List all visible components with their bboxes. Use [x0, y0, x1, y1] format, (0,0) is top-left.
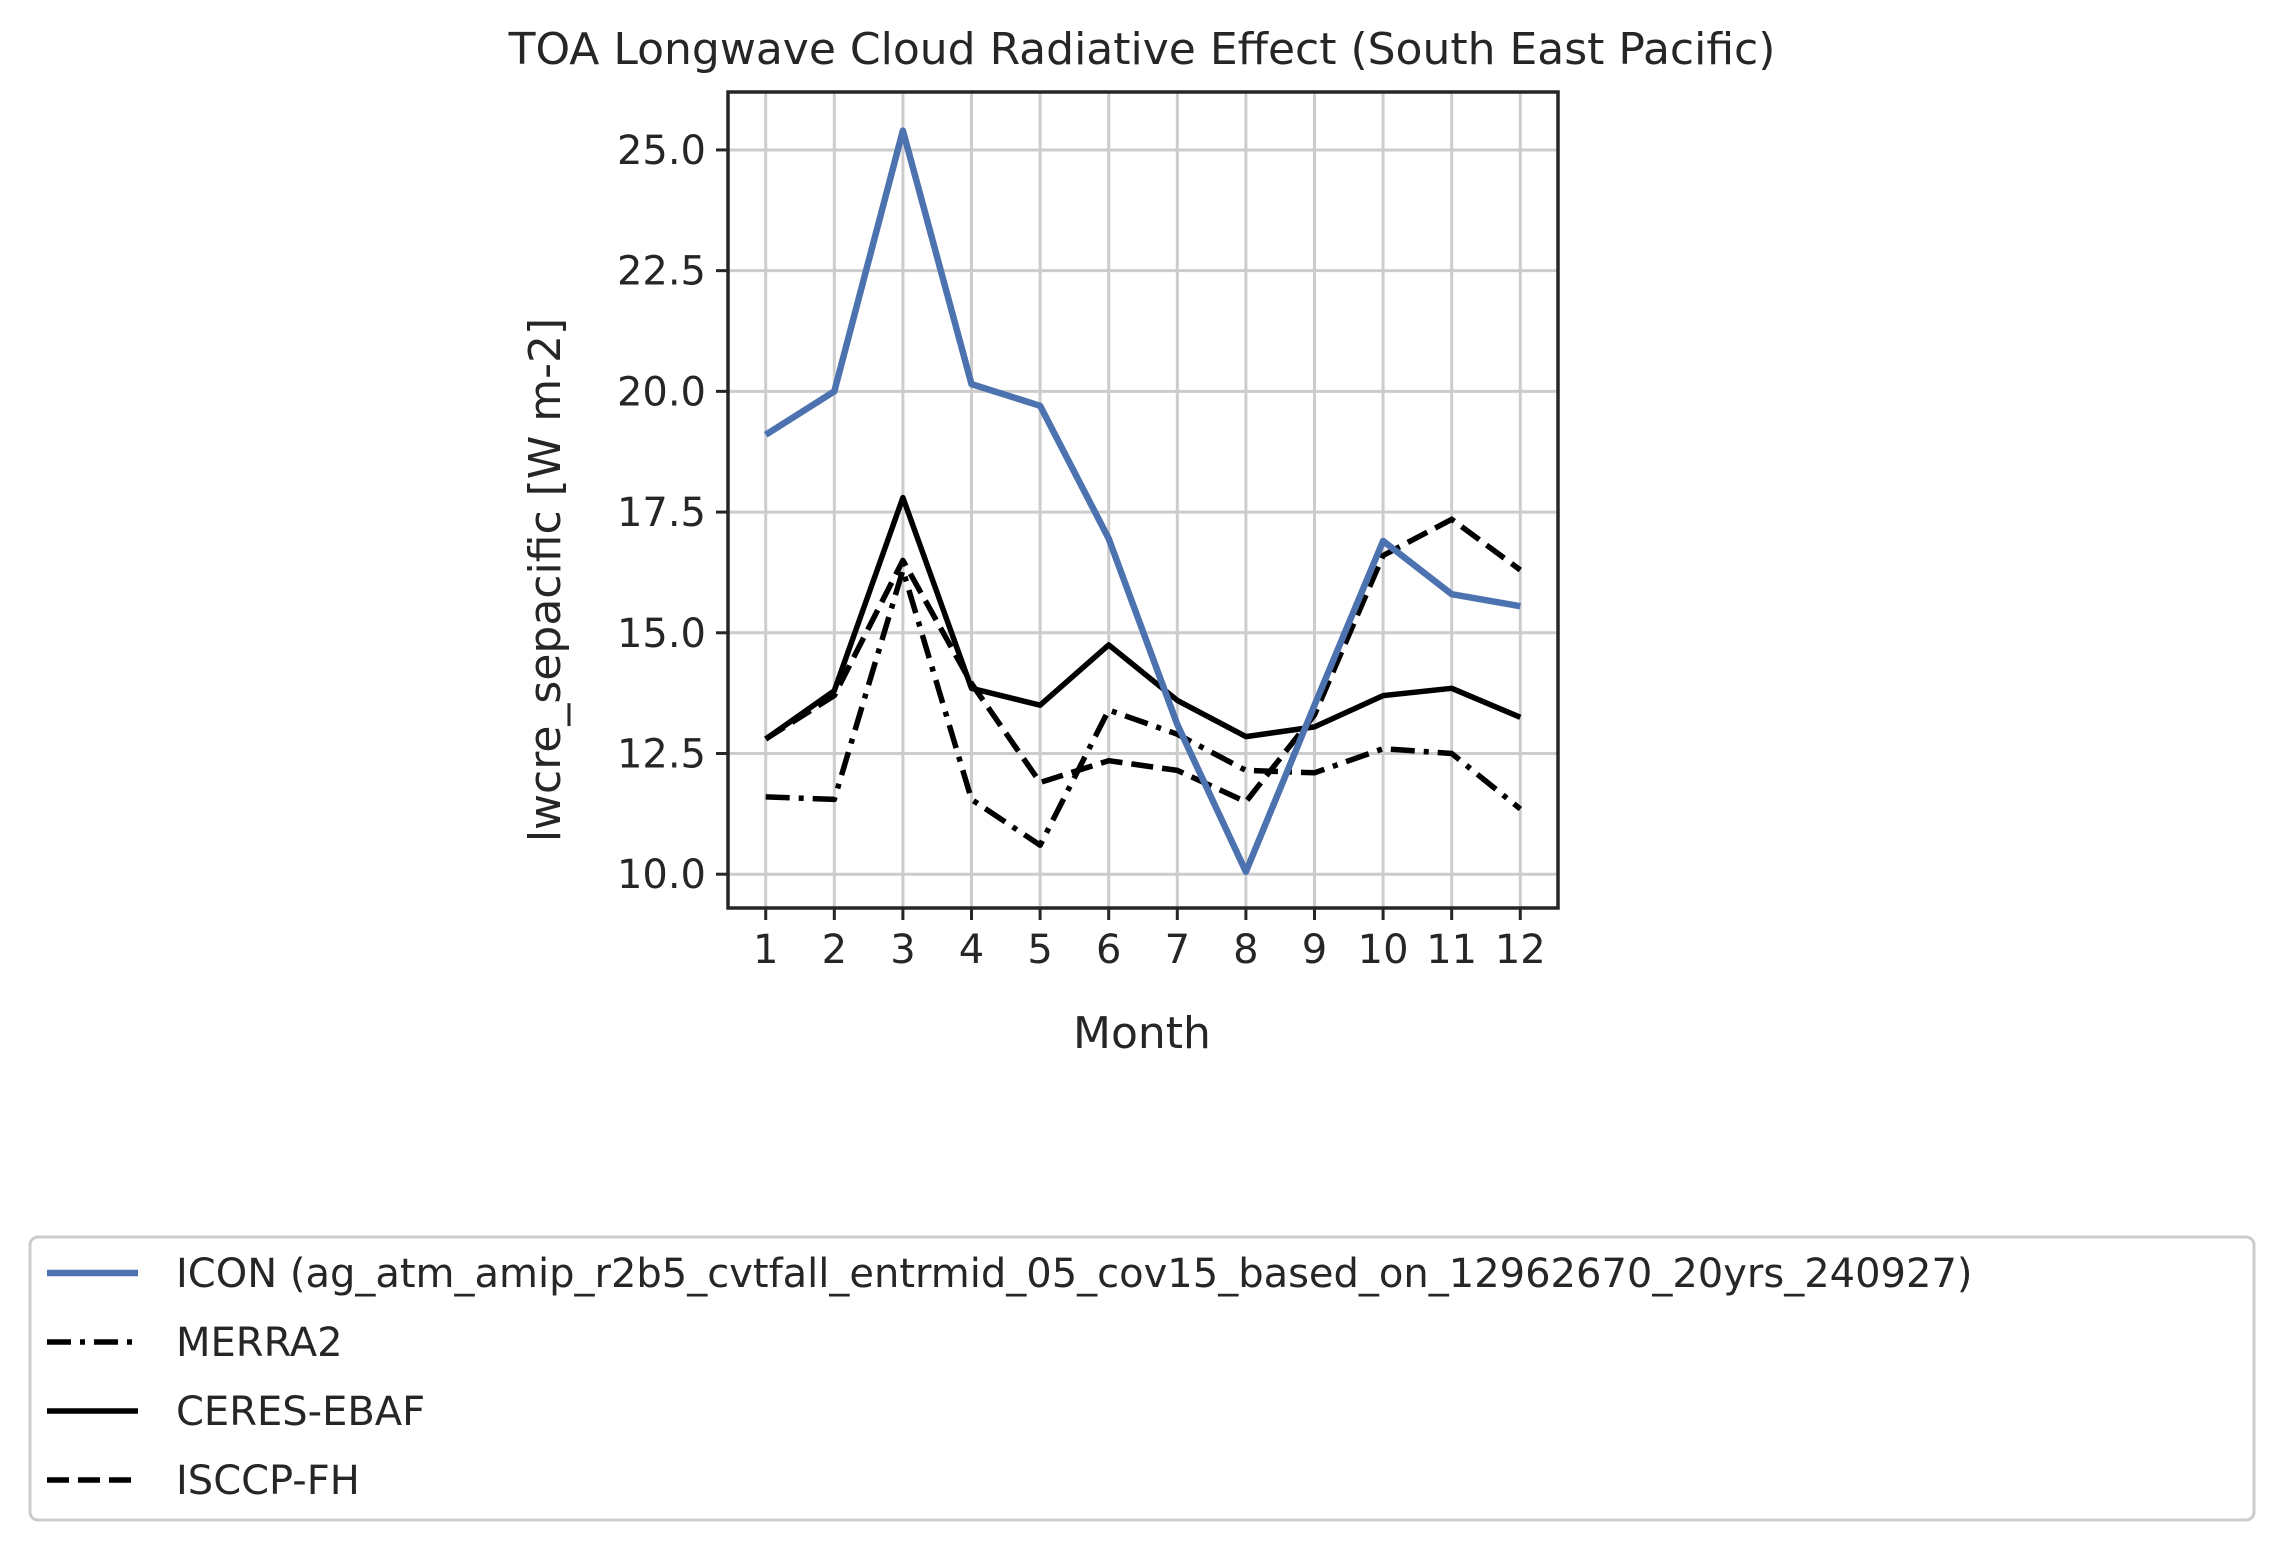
- y-tick-label-5: 20.0: [617, 369, 706, 415]
- x-tick-label-8: 8: [1233, 927, 1258, 973]
- x-axis: 1 2 3 4 5 6 7 8 9 10 11 12: [753, 908, 1546, 973]
- legend: ICON (ag_atm_amip_r2b5_cvtfall_entrmid_0…: [28, 1235, 2256, 1522]
- series-line-ceres-ebaf: [764, 494, 1522, 742]
- x-tick-label-5: 5: [1027, 927, 1052, 973]
- legend-box: [28, 1235, 2256, 1522]
- chart-title: TOA Longwave Cloud Radiative Effect (Sou…: [508, 24, 1776, 75]
- y-axis-label: lwcre_sepacific [W m-2]: [520, 318, 571, 842]
- grid: [728, 92, 1558, 908]
- y-tick-label-2: 12.5: [617, 731, 706, 777]
- plot-frame: [726, 90, 1560, 910]
- x-tick-label-4: 4: [959, 927, 984, 973]
- y-tick-label-7: 25.0: [617, 128, 706, 174]
- x-tick-label-9: 9: [1302, 927, 1327, 973]
- series-line-icon: [763, 127, 1521, 876]
- legend-label-1: ICON (ag_atm_amip_r2b5_cvtfall_entrmid_0…: [176, 1251, 1973, 1297]
- x-tick-label-12: 12: [1495, 927, 1546, 973]
- legend-label-2: MERRA2: [176, 1320, 343, 1366]
- y-tick-label-4: 17.5: [617, 490, 706, 536]
- x-tick-label-11: 11: [1426, 927, 1477, 973]
- y-tick-label-6: 22.5: [617, 249, 706, 295]
- x-tick-label-10: 10: [1358, 927, 1409, 973]
- x-tick-label-2: 2: [822, 927, 847, 973]
- x-tick-label-3: 3: [890, 927, 915, 973]
- series-line-merra2: [765, 567, 1523, 848]
- legend-label-4: ISCCP-FH: [176, 1458, 360, 1504]
- series-layer: [763, 127, 1523, 876]
- legend-label-3: CERES-EBAF: [176, 1389, 425, 1435]
- y-tick-label-1: 10.0: [617, 852, 706, 898]
- x-tick-label-7: 7: [1165, 927, 1190, 973]
- x-tick-label-6: 6: [1096, 927, 1121, 973]
- x-axis-label: Month: [1073, 1008, 1211, 1059]
- y-axis: 10.0 12.5 15.0 17.5 20.0 22.5 25.0: [617, 128, 728, 898]
- x-tick-label-1: 1: [753, 927, 778, 973]
- y-tick-label-3: 15.0: [617, 611, 706, 657]
